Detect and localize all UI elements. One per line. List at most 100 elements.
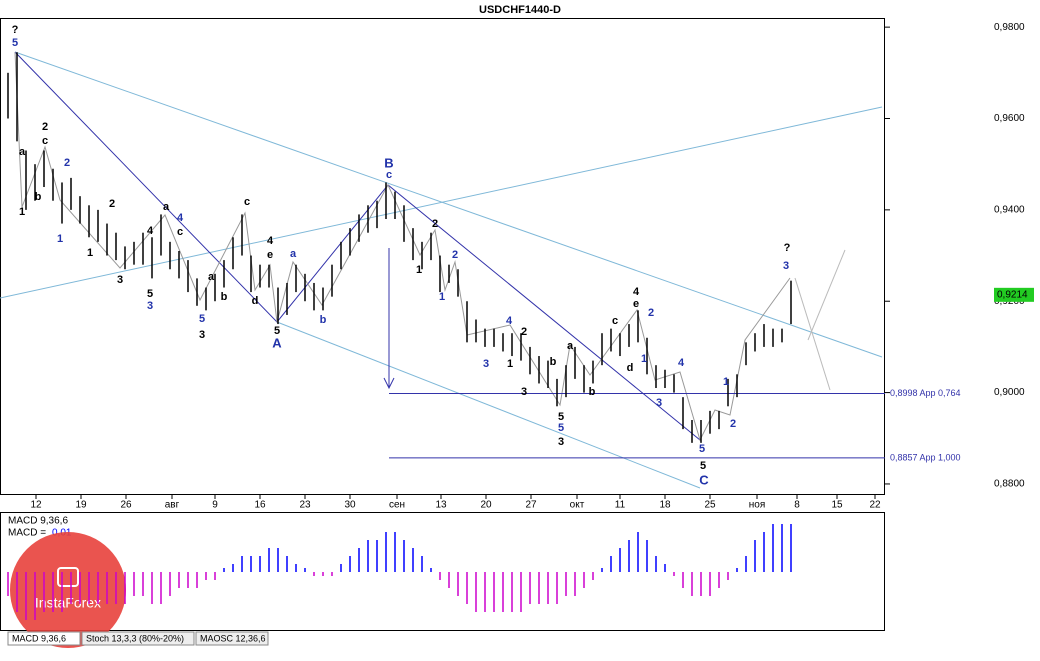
wave-label: 1 xyxy=(723,376,729,388)
x-tick-label: 11 xyxy=(615,500,626,511)
y-tick-label: 0,9800 xyxy=(994,22,1025,33)
chart-title: USDCHF1440-D xyxy=(479,4,561,16)
sub-wave-line xyxy=(14,51,791,442)
wave-label: a xyxy=(163,201,170,213)
wave-label: 3 xyxy=(558,436,564,448)
level-label: 0,8857 App 1,000 xyxy=(890,452,961,462)
wave-label: 4 xyxy=(177,212,184,224)
y-tick-label: 0,8800 xyxy=(994,479,1025,490)
x-tick-label: 12 xyxy=(30,500,42,511)
wave-label: 4 xyxy=(506,315,513,327)
x-tick-label: 30 xyxy=(344,500,356,511)
wave-line xyxy=(14,51,701,441)
wave-label: 3 xyxy=(199,329,205,341)
indicator-tab-label: Stoch 13,3,3 (80%-20%) xyxy=(86,633,184,643)
wave-label: 5 xyxy=(700,460,706,472)
wave-label: 5 xyxy=(147,288,153,300)
wave-label: c xyxy=(177,226,183,238)
price-frame xyxy=(0,18,885,495)
fan-line xyxy=(807,249,846,341)
wave-label: ? xyxy=(12,24,19,36)
wave-label: b xyxy=(221,291,228,303)
wave-label: 2 xyxy=(730,418,736,430)
wave-label: 1 xyxy=(439,291,445,303)
wave-label: ? xyxy=(784,242,791,254)
wave-label: 4 xyxy=(147,225,154,237)
wave-label: b xyxy=(589,386,596,398)
wave-label: c xyxy=(244,196,250,208)
x-tick-label: 26 xyxy=(120,500,132,511)
x-tick-label: сен xyxy=(389,500,405,511)
indicator-title: MACD 9,36,6 xyxy=(8,516,68,527)
x-tick-label: 9 xyxy=(212,500,218,511)
wave-label: 5 xyxy=(199,313,205,325)
wave-label: 2 xyxy=(109,198,115,210)
x-tick-label: ноя xyxy=(749,500,766,511)
x-tick-label: 23 xyxy=(299,500,311,511)
wave-label: 3 xyxy=(147,300,153,312)
wave-label: 3 xyxy=(117,274,123,286)
wave-label: 1 xyxy=(19,206,25,218)
logo-text: InstaForex xyxy=(35,595,101,611)
wave-label: a xyxy=(567,340,574,352)
wave-label: 1 xyxy=(57,233,63,245)
wave-label: d xyxy=(627,362,634,374)
tab-bar: MACD 9,36,6 Stoch 13,3,3 (80%-20%) MAOSC 1… xyxy=(7,631,269,646)
indicator-value-title: MACD = xyxy=(8,528,46,539)
x-tick-label: 16 xyxy=(254,500,266,511)
wave-label: 3 xyxy=(783,260,789,272)
y-tick-label: 0,9600 xyxy=(994,113,1025,124)
x-tick-label: 22 xyxy=(869,500,881,511)
x-tick-label: 18 xyxy=(659,500,671,511)
x-tick-label: 8 xyxy=(794,500,800,511)
channel-line xyxy=(276,321,701,489)
wave-label: 5 xyxy=(274,325,280,337)
x-tick-label: окт xyxy=(570,500,585,511)
wave-label: c xyxy=(612,315,618,327)
wave-label: 2 xyxy=(64,157,70,169)
y-tick-label: 0,9400 xyxy=(994,205,1025,216)
last-price-box xyxy=(994,287,1034,302)
wave-label: 2 xyxy=(42,121,48,133)
indicator-tab[interactable] xyxy=(81,631,195,646)
wave-label: 3 xyxy=(483,358,489,370)
wave-label: 5 xyxy=(12,37,18,49)
wave-label: b xyxy=(35,191,42,203)
arrow-head xyxy=(383,377,395,390)
wave-label: c xyxy=(386,169,392,181)
wave-label: 5 xyxy=(699,443,705,455)
indicator-tab[interactable] xyxy=(7,631,81,646)
x-tick-label: 19 xyxy=(75,500,87,511)
logo: InstaForex xyxy=(10,532,126,648)
channel-line xyxy=(14,51,883,358)
wave-label: 2 xyxy=(521,326,527,338)
x-tick-label: 25 xyxy=(704,500,716,511)
wave-label: 4 xyxy=(267,235,274,247)
wave-label: 1 xyxy=(507,358,513,370)
wave-label: 1 xyxy=(641,353,647,365)
last-price-label: 0,9214 xyxy=(997,289,1028,300)
wave-label: e xyxy=(267,249,273,261)
x-tick-label: 27 xyxy=(525,500,537,511)
wave-label: 5 xyxy=(558,422,564,434)
x-tick-label: авг xyxy=(165,500,180,511)
wave-label: 1 xyxy=(416,264,422,276)
x-tick-label: 15 xyxy=(831,500,843,511)
level-label: 0,8998 App 0,764 xyxy=(890,388,961,398)
trend-line xyxy=(0,106,883,299)
wave-label: 2 xyxy=(452,249,458,261)
wave-label: 2 xyxy=(432,218,438,230)
wave-label: B xyxy=(384,155,393,170)
wave-label: c xyxy=(42,135,48,147)
wave-label: 3 xyxy=(521,386,527,398)
indicator-tab[interactable] xyxy=(195,631,269,646)
wave-label: e xyxy=(633,298,639,310)
y-tick-label: 0,9000 xyxy=(994,387,1025,398)
wave-label: 2 xyxy=(648,307,654,319)
wave-label: a xyxy=(290,248,297,260)
wave-label: 5 xyxy=(558,411,564,423)
wave-label: a xyxy=(19,146,26,158)
wave-label: 4 xyxy=(678,357,685,369)
fan-line xyxy=(794,277,831,391)
